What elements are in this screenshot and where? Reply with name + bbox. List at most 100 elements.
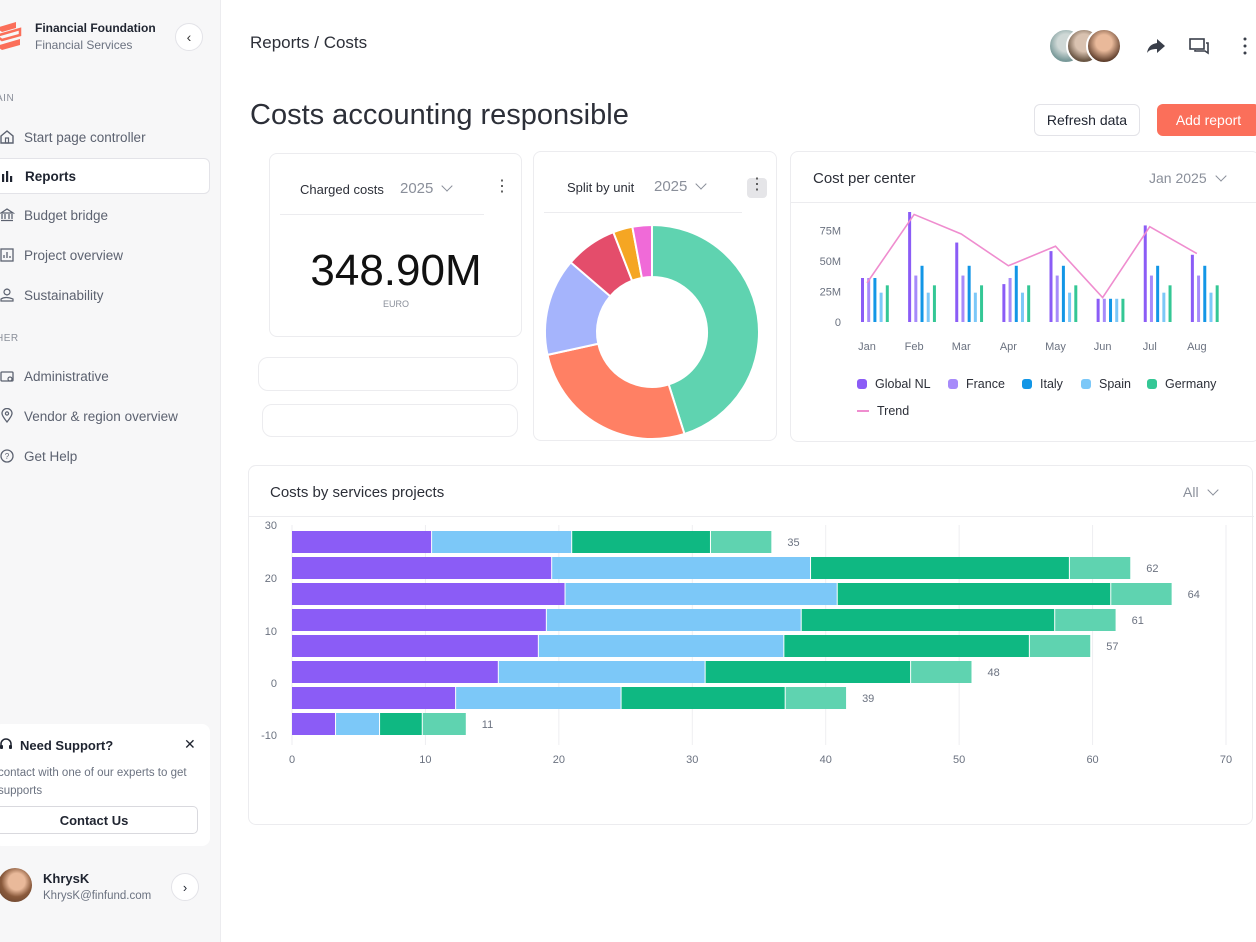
bar-total-label: 62	[1146, 563, 1158, 575]
collaborator-avatars[interactable]	[1048, 28, 1126, 64]
sidebar-item-sustainability[interactable]: Sustainability	[0, 277, 210, 313]
brand-subtitle: Financial Services	[35, 38, 133, 52]
home-icon	[0, 128, 16, 146]
sidebar-item-reports[interactable]: Reports	[0, 158, 210, 194]
bar-global-nl	[955, 242, 959, 322]
project-bar-segment	[1029, 635, 1091, 657]
bar-germany	[980, 285, 984, 322]
section-label-other: HER	[0, 333, 19, 344]
sidebar-item-start-page[interactable]: Start page controller	[0, 119, 210, 155]
bar-spain	[1068, 292, 1072, 322]
chevron-right-icon: ›	[182, 879, 188, 895]
legend-spain[interactable]: Spain	[1081, 377, 1131, 391]
bar-germany	[1074, 285, 1078, 322]
legend-label: Global NL	[875, 377, 931, 391]
period-select[interactable]: Jan 2025	[1149, 170, 1227, 186]
project-bar-segment	[292, 687, 456, 709]
x-tick-label: 50	[953, 754, 965, 766]
x-tick-label: Feb	[905, 341, 924, 353]
sidebar-item-administrative[interactable]: Administrative	[0, 358, 210, 394]
sidebar-item-label: Get Help	[24, 448, 78, 464]
project-bar-segment	[432, 531, 572, 553]
sidebar-item-project-overview[interactable]: Project overview	[0, 237, 210, 273]
bar-spain	[926, 292, 930, 322]
legend-label: Spain	[1099, 377, 1131, 391]
project-bar-segment	[292, 609, 546, 631]
bar-global-nl	[1002, 284, 1006, 322]
close-icon[interactable]: ✕	[184, 736, 196, 752]
avatar[interactable]	[0, 868, 32, 902]
sidebar-item-get-help[interactable]: ? Get Help	[0, 438, 210, 474]
project-bar-segment	[1069, 557, 1131, 579]
bar-total-label: 11	[482, 719, 493, 731]
legend-trend[interactable]: Trend	[857, 404, 909, 418]
filter-select[interactable]: All	[1183, 484, 1219, 500]
bar-france	[1055, 275, 1059, 322]
comments-icon[interactable]	[1187, 34, 1211, 58]
x-tick-label: 20	[553, 754, 565, 766]
user-menu-button[interactable]: ›	[171, 873, 199, 901]
project-bar-segment	[546, 609, 801, 631]
collapse-sidebar-button[interactable]: ‹	[175, 23, 203, 51]
bar-total-label: 61	[1132, 615, 1144, 627]
legend-france[interactable]: France	[948, 377, 1005, 391]
sidebar-item-vendor-region[interactable]: Vendor & region overview	[0, 398, 210, 434]
placeholder-bar	[262, 404, 518, 437]
page-title: Costs accounting responsible	[250, 99, 629, 131]
x-tick-label: 10	[419, 754, 431, 766]
bar-france	[961, 275, 965, 322]
refresh-data-button[interactable]: Refresh data	[1034, 104, 1140, 136]
bar-global-nl	[1190, 254, 1194, 322]
support-headset-icon	[0, 737, 14, 758]
admin-icon	[0, 367, 16, 385]
bar-germany	[1215, 285, 1219, 322]
project-bar-segment	[1111, 583, 1172, 605]
project-bar-segment	[292, 531, 432, 553]
y-tick-label: 0	[271, 678, 277, 690]
bar-france	[1149, 275, 1153, 322]
trend-line	[866, 213, 1198, 299]
year-select[interactable]: 2025	[400, 180, 454, 197]
legend-italy[interactable]: Italy	[1022, 377, 1063, 391]
bar-total-label: 64	[1188, 589, 1200, 601]
x-tick-label: Jan	[858, 341, 876, 353]
services-projects-chart: 0 10 20 30 40 50 60 70 30 20 10 0 -10 35 62 64 61 57 48 39 1…	[261, 520, 1232, 766]
legend-swatch	[948, 379, 958, 389]
bar-global-nl	[1143, 225, 1147, 322]
bar-italy	[1203, 265, 1207, 322]
legend-germany[interactable]: Germany	[1147, 377, 1216, 391]
project-bar-segment	[565, 583, 837, 605]
year-select[interactable]: 2025	[654, 178, 708, 195]
more-vertical-icon[interactable]	[1233, 34, 1256, 58]
legend-label: Trend	[877, 404, 910, 418]
leaf-hand-icon	[0, 286, 16, 304]
bar-global-nl	[1049, 251, 1053, 322]
chevron-left-icon: ‹	[186, 29, 192, 45]
user-email: KhrysK@finfund.com	[43, 890, 152, 902]
add-report-button[interactable]: Add report	[1157, 104, 1256, 136]
bar-total-label: 39	[862, 693, 874, 705]
contact-us-button[interactable]: Contact Us	[0, 806, 198, 834]
legend-label: Germany	[1165, 377, 1217, 391]
project-bar-segment	[837, 583, 1111, 605]
project-bar-segment	[336, 713, 380, 735]
legend-global-nl[interactable]: Global NL	[857, 377, 931, 391]
project-bar-segment	[380, 713, 422, 735]
bar-total-label: 57	[1106, 641, 1118, 653]
support-card: Need Support? ✕ contact with one of our …	[0, 724, 210, 846]
project-bar-segment	[498, 661, 705, 683]
services-projects-card: Costs by services projects All 0 10 20 30 40…	[248, 465, 1254, 825]
share-icon[interactable]	[1144, 34, 1168, 58]
more-vertical-icon[interactable]: ⋮	[747, 177, 767, 198]
project-bar-segment	[784, 635, 1029, 657]
y-tick-label: 50M	[820, 256, 841, 268]
bar-italy	[873, 278, 877, 322]
more-vertical-icon[interactable]: ⋮	[494, 178, 510, 195]
bar-italy	[920, 265, 924, 322]
bar-france	[1008, 278, 1012, 322]
donut-slice	[651, 223, 760, 436]
project-bar-segment	[572, 531, 710, 553]
card-title: Charged costs	[300, 182, 384, 197]
sidebar-item-budget-bridge[interactable]: Budget bridge	[0, 197, 210, 233]
support-title: Need Support?	[20, 738, 114, 753]
